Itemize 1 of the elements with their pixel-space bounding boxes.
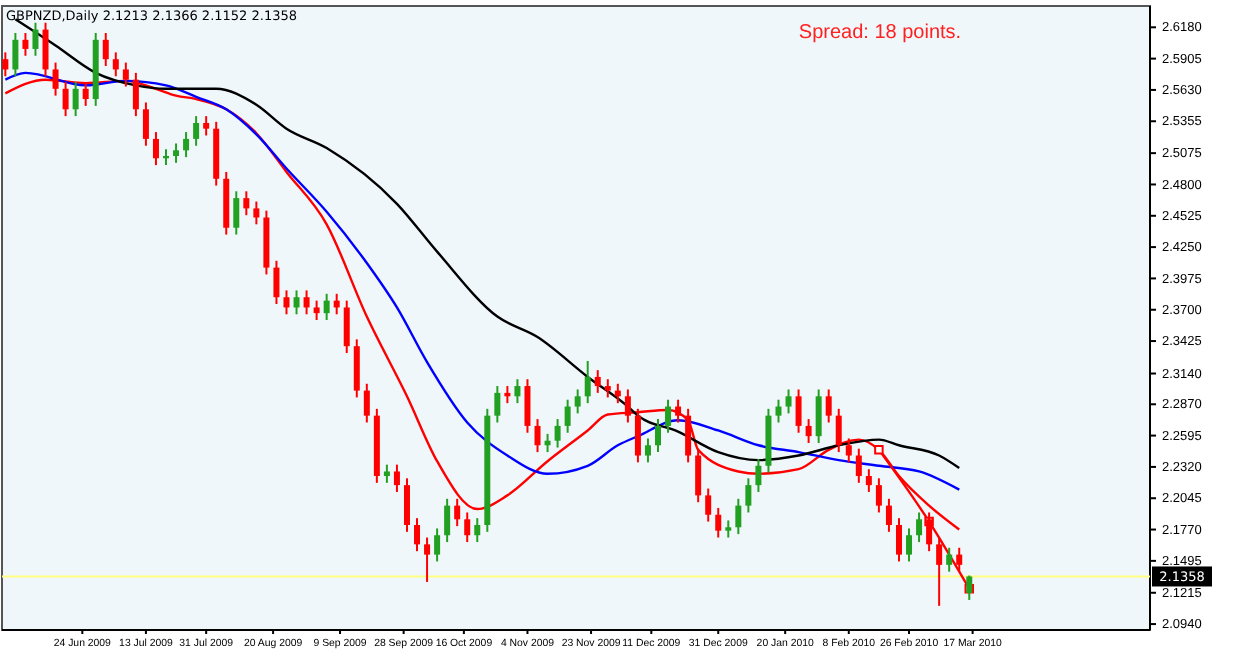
annotation: Spread: 18 points.	[798, 22, 962, 44]
